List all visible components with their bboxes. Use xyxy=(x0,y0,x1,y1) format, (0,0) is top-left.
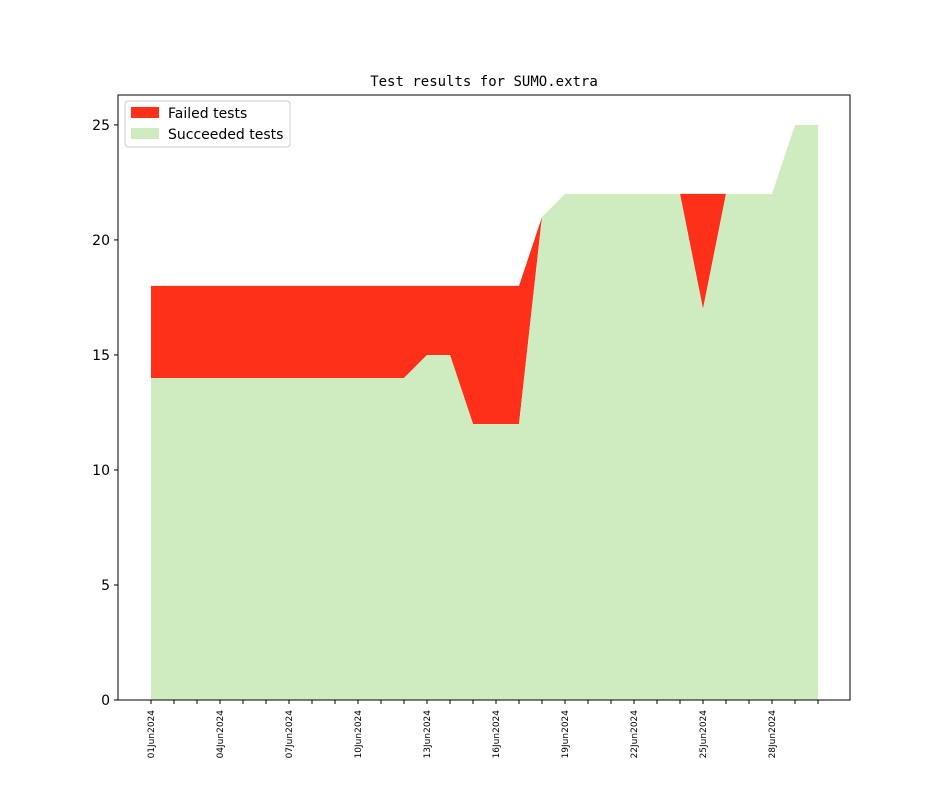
y-tick-label: 15 xyxy=(92,348,110,364)
area-succeeded-tests xyxy=(151,124,818,700)
x-tick-label: 28Jun2024 xyxy=(768,710,778,759)
legend-swatch xyxy=(131,107,159,118)
y-tick-label: 10 xyxy=(92,463,110,479)
legend-label: Failed tests xyxy=(168,106,247,122)
y-tick-label: 25 xyxy=(92,118,110,134)
x-tick-label: 04Jun2024 xyxy=(216,710,226,759)
legend: Failed tests Succeeded tests xyxy=(124,100,291,148)
chart-title: Test results for SUMO.extra xyxy=(370,74,598,90)
y-axis: 0 5 10 15 20 25 xyxy=(92,118,118,709)
x-tick-label: 19Jun2024 xyxy=(561,710,571,759)
legend-box xyxy=(124,100,291,148)
area-failed-tests xyxy=(151,124,818,424)
y-tick-label: 0 xyxy=(101,693,110,709)
y-tick-label: 5 xyxy=(101,578,110,594)
x-tick-label: 25Jun2024 xyxy=(699,710,709,759)
legend-swatch xyxy=(131,128,159,139)
x-tick-label: 01Jun2024 xyxy=(147,710,157,759)
x-tick-label: 13Jun2024 xyxy=(423,710,433,759)
y-tick-label: 20 xyxy=(92,233,110,249)
x-tick-label: 07Jun2024 xyxy=(285,710,295,759)
x-tick-label: 22Jun2024 xyxy=(630,710,640,759)
x-tick-label: 16Jun2024 xyxy=(492,710,502,759)
plot-areas xyxy=(151,124,818,700)
x-tick-label: 10Jun2024 xyxy=(354,710,364,759)
legend-label: Succeeded tests xyxy=(168,127,283,143)
plot-frame xyxy=(117,94,851,701)
x-axis: 01Jun2024 04Jun2024 07Jun2024 10Jun2024 13Ju… xyxy=(147,700,819,759)
